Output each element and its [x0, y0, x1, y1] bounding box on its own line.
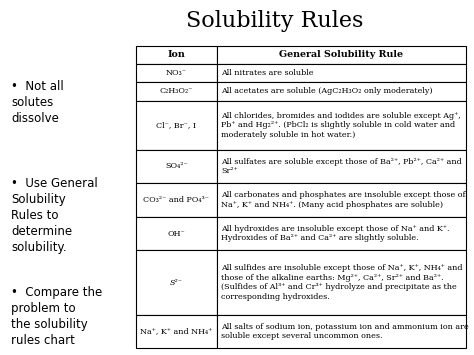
Bar	[136, 100, 217, 149]
Text: Na⁺, K⁺ and NH₄⁺: Na⁺, K⁺ and NH₄⁺	[140, 328, 213, 335]
Bar	[217, 64, 466, 82]
Text: CO₃²⁻ and PO₄³⁻: CO₃²⁻ and PO₄³⁻	[144, 196, 210, 204]
Bar	[217, 183, 466, 217]
Text: All nitrates are soluble: All nitrates are soluble	[221, 69, 313, 77]
Text: •  Compare the
problem to
the solubility
rules chart: • Compare the problem to the solubility …	[11, 286, 102, 347]
Text: S²⁻: S²⁻	[170, 279, 183, 286]
Text: All acetates are soluble (AgC₂H₃O₂ only moderately): All acetates are soluble (AgC₂H₃O₂ only …	[221, 87, 433, 95]
Text: All carbonates and phosphates are insoluble except those of
Na⁺, K⁺ and NH₄⁺. (M: All carbonates and phosphates are insolu…	[221, 191, 465, 209]
Text: NO₃⁻: NO₃⁻	[166, 69, 187, 77]
Bar	[217, 217, 466, 250]
Text: Ion: Ion	[168, 50, 185, 59]
Bar	[136, 149, 217, 183]
Text: Solubility Rules: Solubility Rules	[186, 10, 364, 32]
Text: OH⁻: OH⁻	[168, 230, 185, 237]
Bar	[136, 183, 217, 217]
Text: Cl⁻, Br⁻, I: Cl⁻, Br⁻, I	[156, 121, 197, 129]
Text: C₂H₃O₂⁻: C₂H₃O₂⁻	[160, 87, 193, 95]
Text: All sulfides are insoluble except those of Na⁺, K⁺, NH₄⁺ and
those of the alkali: All sulfides are insoluble except those …	[221, 264, 463, 301]
Bar	[217, 315, 466, 348]
Text: General Solubility Rule: General Solubility Rule	[279, 50, 403, 59]
Bar	[217, 149, 466, 183]
Bar	[136, 64, 217, 82]
Bar	[217, 46, 466, 64]
Bar	[136, 250, 217, 315]
Bar	[217, 250, 466, 315]
Text: •  Use General
Solubility
Rules to
determine
solubility.: • Use General Solubility Rules to determ…	[11, 177, 98, 254]
Bar	[136, 315, 217, 348]
Bar	[136, 46, 217, 64]
Text: All salts of sodium ion, potassium ion and ammonium ion are
soluble except sever: All salts of sodium ion, potassium ion a…	[221, 323, 469, 340]
Text: All sulfates are soluble except those of Ba²⁺, Pb²⁺, Ca²⁺ and
Sr²⁺: All sulfates are soluble except those of…	[221, 158, 462, 175]
Bar	[136, 82, 217, 100]
Bar	[217, 100, 466, 149]
Bar	[136, 217, 217, 250]
Text: All chlorides, bromides and iodides are soluble except Ag⁺,
Pb⁺ and Hg₂²⁺. (PbCl: All chlorides, bromides and iodides are …	[221, 111, 461, 138]
Text: •  Not all
solutes
dissolve: • Not all solutes dissolve	[11, 80, 64, 125]
Text: SO₄²⁻: SO₄²⁻	[165, 162, 188, 170]
Bar	[217, 82, 466, 100]
Text: All hydroxides are insoluble except those of Na⁺ and K⁺.
Hydroxides of Ba²⁺ and : All hydroxides are insoluble except thos…	[221, 225, 449, 242]
